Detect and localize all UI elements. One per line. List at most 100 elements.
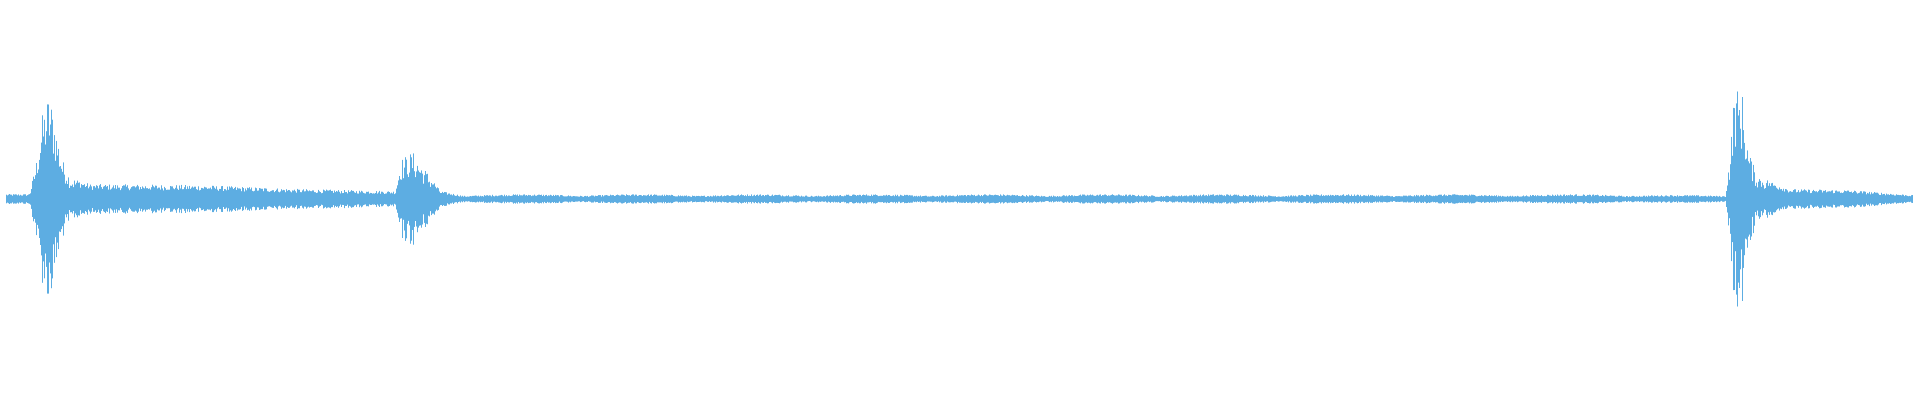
waveform-sample [1296,196,1297,202]
waveform-sample [358,193,359,205]
waveform-sample [405,157,406,241]
waveform-sample [957,194,958,204]
waveform-sample [1182,196,1183,202]
waveform-sample [1758,181,1759,217]
waveform-sample [1751,161,1752,237]
waveform-sample [564,196,565,202]
waveform-sample [1833,193,1834,205]
waveform-sample [840,195,841,203]
waveform-sample [1267,196,1268,202]
waveform-sample [79,182,80,216]
waveform-sample [1111,194,1112,204]
waveform-sample [1336,195,1337,203]
waveform-sample [1597,194,1598,204]
waveform-sample [341,191,342,207]
waveform-sample [1385,196,1386,202]
waveform-sample [96,185,97,213]
waveform-sample [263,191,264,207]
waveform-sample [1745,159,1746,239]
waveform-sample [1218,195,1219,203]
waveform-sample [1018,196,1019,203]
waveform-sample [147,188,148,210]
waveform-sample [242,187,243,211]
waveform-sample [1309,196,1310,202]
waveform-sample [955,196,956,202]
waveform-sample [1534,196,1535,202]
waveform-sample [1068,195,1069,203]
waveform-sample [1457,194,1458,204]
waveform-sample [1890,193,1891,204]
waveform-sample [517,194,518,204]
waveform-sample [1210,194,1211,204]
waveform-sample [800,196,801,202]
waveform-sample [63,162,64,236]
waveform-sample [1823,190,1824,208]
waveform-sample [1344,195,1345,203]
waveform-sample [1359,196,1360,202]
waveform-sample [1397,196,1398,202]
waveform-sample [1782,190,1783,208]
waveform-sample [1414,195,1415,203]
waveform-sample [260,188,261,210]
waveform-sample [570,195,571,203]
waveform-sample [899,196,900,202]
waveform-sample [86,186,87,213]
waveform-sample [1898,194,1899,204]
waveform-sample [759,194,760,204]
waveform-sample [655,194,656,204]
waveform-sample [105,185,106,214]
waveform-sample [224,189,225,209]
waveform-sample [794,195,795,203]
waveform-sample [256,188,257,210]
waveform-sample [1458,195,1459,203]
waveform-sample [1354,194,1355,204]
waveform-sample [906,194,907,204]
waveform-sample [857,195,858,204]
waveform-sample [407,174,408,224]
waveform-sample [952,195,953,203]
waveform-sample [140,187,141,212]
waveform-sample [578,196,579,202]
waveform-sample [760,194,761,204]
waveform-sample [1739,110,1740,288]
waveform-sample [305,191,306,207]
waveform-sample [900,194,901,204]
waveform-sample [808,196,809,202]
waveform-sample [1838,191,1839,207]
waveform-sample [729,196,730,202]
waveform-sample [997,195,998,203]
waveform-sample [1079,195,1080,203]
waveform-sample [508,195,509,203]
waveform-sample [632,194,633,204]
waveform-sample [780,195,781,203]
waveform-sample [1145,195,1146,203]
waveform-sample [1431,195,1432,203]
waveform-sample [1540,195,1541,203]
waveform-sample [135,187,136,211]
waveform-sample [1194,194,1195,203]
waveform-sample [1301,195,1302,203]
waveform-sample [344,190,345,209]
waveform-sample [262,188,263,210]
waveform-sample [592,195,593,203]
waveform-sample [1662,196,1663,202]
waveform-sample [919,196,920,202]
waveform-sample [69,188,70,210]
waveform-sample [1046,196,1047,201]
waveform-sample [353,190,354,208]
waveform-sample [917,196,918,202]
waveform-sample [577,196,578,202]
waveform-sample [1399,196,1400,202]
waveform-sample [1240,196,1241,202]
waveform-sample [583,196,584,202]
waveform-sample [1164,197,1165,201]
waveform-sample [1122,195,1123,203]
waveform-sample [461,196,462,202]
waveform-sample [1042,196,1043,202]
waveform-sample [1695,196,1696,202]
waveform-sample [1188,196,1189,202]
waveform-sample [129,190,130,208]
waveform-sample [1036,195,1037,203]
